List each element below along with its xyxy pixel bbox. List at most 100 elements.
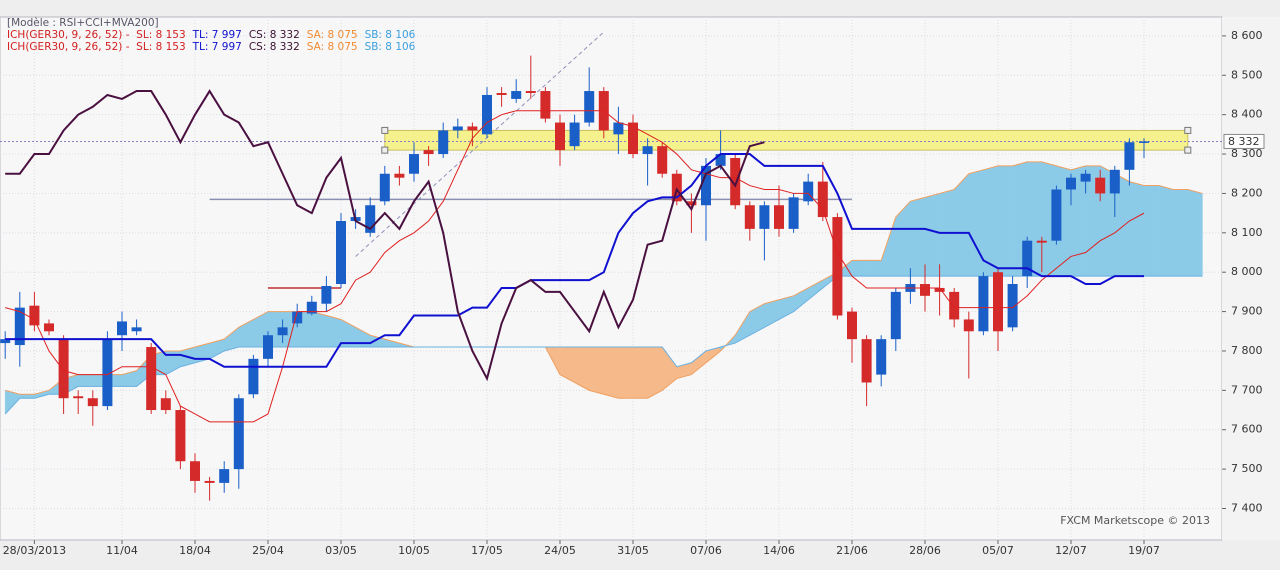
candle-body xyxy=(233,398,244,470)
candle-body xyxy=(993,272,1003,332)
legend-item: ICH(GER30, 9, 26, 52) - SL: 8 153 xyxy=(7,41,186,53)
cloud-fill xyxy=(603,346,619,399)
candle-body xyxy=(248,358,259,395)
legend-item: SB: 8 106 xyxy=(364,41,416,53)
legend-item: CS: 8 332 xyxy=(248,29,300,41)
candle-body xyxy=(496,93,507,95)
cloud-fill xyxy=(997,165,1013,277)
legend-line: ICH(GER30, 9, 26, 52) - SL: 8 153 TL: 7 9… xyxy=(7,29,422,41)
cloud-fill xyxy=(866,260,882,277)
cloud-fill xyxy=(632,346,648,399)
x-tick-label: 14/06 xyxy=(763,544,795,557)
candle-body xyxy=(306,301,317,314)
candle-body xyxy=(876,339,887,375)
x-tick-label: 25/04 xyxy=(252,544,284,557)
candle-body xyxy=(511,91,522,99)
candle-body xyxy=(482,94,492,135)
legend-item: SA: 8 075 xyxy=(306,29,358,41)
candle-body xyxy=(759,205,770,229)
candle-body xyxy=(949,291,960,320)
y-axis-area xyxy=(1222,17,1280,540)
candle-body xyxy=(803,181,814,202)
x-tick-label: 07/06 xyxy=(690,544,722,557)
legend: ICH(GER30, 9, 26, 52) - SL: 8 153 TL: 7 9… xyxy=(7,29,422,53)
legend-item: TL: 7 997 xyxy=(192,29,242,41)
candle-body xyxy=(219,469,230,483)
candle-body xyxy=(934,287,945,292)
indicator-line xyxy=(5,89,765,382)
zone-handle xyxy=(1184,126,1192,134)
indicator-line xyxy=(5,153,1144,368)
x-tick-label: 17/05 xyxy=(471,544,503,557)
indicator-line xyxy=(5,110,1145,423)
candle-body xyxy=(292,311,303,324)
candle-body xyxy=(715,154,726,166)
cloud-fill xyxy=(924,193,940,277)
y-tick-label: 7 800 xyxy=(1231,344,1263,357)
legend-line: ICH(GER30, 9, 26, 52) - SL: 8 153 TL: 7 9… xyxy=(7,41,422,53)
candle-body xyxy=(452,126,463,131)
candle-body xyxy=(102,339,113,407)
candle-body xyxy=(628,122,638,155)
candle-body xyxy=(263,335,273,359)
x-tick-label: 21/06 xyxy=(836,544,868,557)
candle-body xyxy=(409,154,419,174)
candle-body xyxy=(642,146,653,155)
x-tick-label: 24/05 xyxy=(544,544,576,557)
candle-body xyxy=(1124,142,1135,170)
cloud-fill xyxy=(311,311,327,348)
candle-body xyxy=(321,285,332,304)
cloud-fill xyxy=(953,173,970,277)
candle-body xyxy=(540,91,551,119)
candle-body xyxy=(774,205,784,229)
candle-body xyxy=(87,398,98,407)
cloud-fill xyxy=(1129,181,1145,277)
x-tick-label: 10/05 xyxy=(398,544,430,557)
x-tick-label: 18/04 xyxy=(179,544,211,557)
legend-item: ICH(GER30, 9, 26, 52) - SL: 8 153 xyxy=(7,29,186,41)
y-tick-label: 8 100 xyxy=(1231,226,1263,239)
candle-body xyxy=(1036,240,1047,243)
candle-body xyxy=(365,205,376,233)
y-tick-label: 8 400 xyxy=(1231,108,1263,121)
candle-body xyxy=(1095,177,1106,194)
candle-body xyxy=(277,327,288,336)
zone-handle xyxy=(381,126,389,134)
cloud-fill xyxy=(1158,185,1174,277)
zone-handle xyxy=(1184,146,1192,154)
y-tick-label: 8 000 xyxy=(1231,265,1263,278)
x-tick-label: 19/07 xyxy=(1128,544,1160,557)
candle-body xyxy=(890,291,901,340)
y-tick-label: 7 700 xyxy=(1231,383,1263,396)
candle-body xyxy=(963,319,974,332)
candle-body xyxy=(394,173,405,178)
candle-body xyxy=(978,276,989,332)
x-tick-label: 28/06 xyxy=(909,544,941,557)
candle-body xyxy=(555,122,565,151)
zone-handle xyxy=(381,146,389,154)
zone xyxy=(384,129,1189,151)
candle-body xyxy=(788,197,799,229)
candle-body xyxy=(423,150,434,155)
y-tick-label: 7 600 xyxy=(1231,423,1263,436)
candle-body xyxy=(0,339,11,344)
cloud-fill xyxy=(647,346,663,399)
candle-body xyxy=(1066,177,1076,190)
candle-body xyxy=(861,339,872,383)
candle-body xyxy=(131,327,142,332)
candle-body xyxy=(584,91,595,123)
candle-body xyxy=(525,91,536,94)
candle-body xyxy=(613,122,624,135)
candle-body xyxy=(467,126,478,131)
candle-body xyxy=(832,217,843,316)
cloud-fill xyxy=(77,374,94,387)
plot-area xyxy=(0,16,1223,541)
cloud-fill xyxy=(910,197,926,277)
candle-body xyxy=(671,173,682,202)
candle-body xyxy=(1109,169,1120,194)
candle-body xyxy=(14,307,25,346)
candle-body xyxy=(379,173,390,202)
axes: 8 600 8 500 8 400 8 300 8 200 8 100 8 000 7 900… xyxy=(3,29,1265,557)
candle-body xyxy=(29,305,40,326)
